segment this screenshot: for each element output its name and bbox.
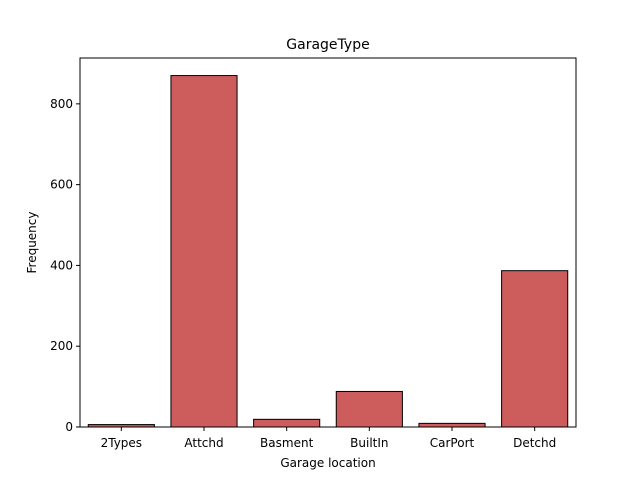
x-tick-label: BuiltIn [350, 436, 388, 450]
x-axis-label: Garage location [280, 456, 375, 470]
chart-title: GarageType [286, 37, 369, 53]
y-tick-label: 400 [50, 258, 73, 272]
bar-detchd [501, 270, 569, 428]
y-axis-ticks: 0 200 400 600 800 [50, 97, 80, 434]
bars-group [87, 75, 569, 428]
y-axis-label: Frequency [25, 212, 39, 274]
bar-basment [253, 418, 321, 428]
bar-attchd [170, 75, 238, 428]
y-tick-label: 600 [50, 178, 73, 192]
x-tick-label: CarPort [430, 436, 475, 450]
y-tick-label: 800 [50, 97, 73, 111]
plot-frame [79, 57, 577, 428]
bar-carport [418, 422, 486, 428]
y-tick-label: 0 [65, 420, 73, 434]
x-tick-label: 2Types [101, 436, 142, 450]
bar-builtin [335, 390, 403, 428]
x-axis-ticks: 2Types Attchd Basment BuiltIn CarPort Detchd [101, 427, 556, 450]
x-tick-label: Detchd [513, 436, 556, 450]
x-tick-label: Basment [260, 436, 314, 450]
x-tick-label: Attchd [184, 436, 223, 450]
y-tick-label: 200 [50, 339, 73, 353]
